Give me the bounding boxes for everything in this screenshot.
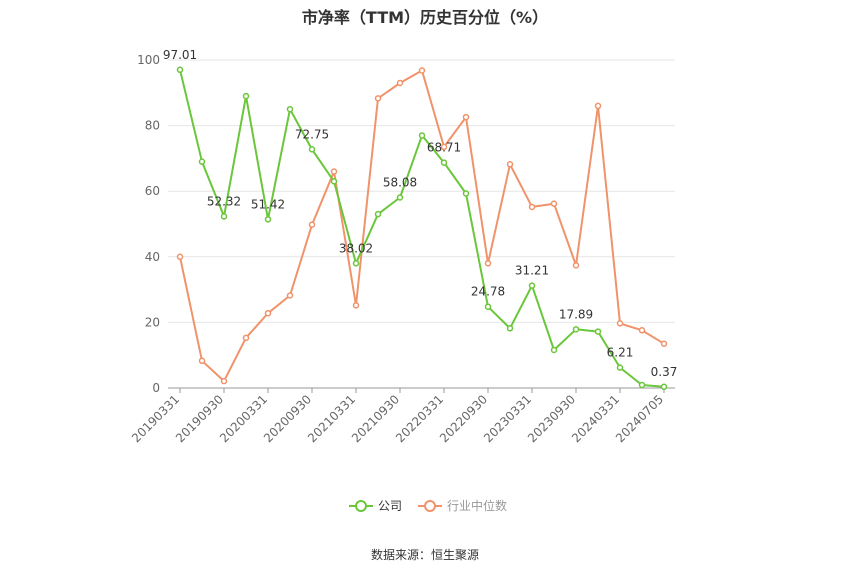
source-note: 数据来源：恒生聚源 [370, 548, 479, 562]
y-tick-label: 0 [152, 381, 160, 395]
series-line-0 [179, 69, 665, 388]
data-point [550, 200, 558, 207]
data-label: 52.32 [207, 194, 241, 208]
data-point [462, 190, 470, 197]
data-point [330, 168, 338, 175]
legend-swatch-marker [355, 500, 367, 512]
data-point [242, 334, 250, 342]
data-point [440, 143, 448, 151]
data-point [176, 253, 184, 261]
y-tick-label: 40 [145, 250, 160, 264]
data-point [374, 210, 382, 218]
data-label: 0.37 [651, 365, 678, 379]
data-point [528, 282, 536, 289]
data-point [572, 262, 580, 269]
data-point [330, 178, 338, 185]
data-point [616, 364, 624, 371]
data-labels: 97.01 52.32 51.42 72.75 38.02 58.08 68.71 24.78… [163, 48, 678, 379]
data-label: 38.02 [339, 241, 373, 255]
data-label: 72.75 [295, 127, 329, 141]
data-point [352, 302, 360, 309]
data-point [176, 66, 184, 74]
data-point [506, 161, 514, 168]
data-point [418, 132, 426, 139]
data-point [660, 383, 668, 391]
data-point [616, 320, 624, 327]
data-label: 58.08 [383, 175, 417, 189]
data-point [484, 260, 492, 267]
series-lines [176, 66, 668, 391]
data-label: 6.21 [607, 346, 634, 360]
data-point [638, 327, 646, 334]
data-label: 51.42 [251, 197, 285, 211]
data-point [396, 194, 404, 201]
y-tick-label: 60 [145, 184, 160, 198]
data-point [594, 328, 602, 335]
data-point [660, 340, 668, 347]
data-point [264, 309, 272, 317]
data-label: 24.78 [471, 285, 505, 299]
data-point [594, 102, 602, 110]
data-point [198, 158, 206, 165]
legend-label: 公司 [378, 499, 402, 513]
y-tick-label: 100 [137, 53, 160, 67]
data-point [462, 113, 470, 121]
y-tick-label: 80 [145, 119, 160, 133]
legend-label: 行业中位数 [447, 498, 507, 513]
data-label: 31.21 [515, 264, 549, 278]
data-point [396, 79, 404, 87]
data-point [374, 95, 382, 102]
series-line-1 [179, 69, 665, 383]
data-point [220, 213, 228, 220]
data-label: 17.89 [559, 307, 593, 321]
legend-swatch-marker [424, 500, 436, 512]
data-point [242, 92, 250, 100]
data-point [286, 292, 294, 299]
axes: 0204060801002019033120190930202003312020… [129, 53, 675, 445]
data-point [506, 325, 514, 332]
data-point [418, 67, 426, 74]
data-point [484, 303, 492, 310]
data-point [440, 159, 448, 166]
data-label: 97.01 [163, 48, 197, 62]
data-point [308, 146, 316, 153]
data-point [528, 203, 536, 211]
chart-title: 市净率（TTM）历史百分位（%） [301, 8, 549, 27]
x-tick-label: 20240705 [613, 392, 666, 445]
data-point [198, 357, 206, 365]
data-point [572, 326, 580, 333]
data-label: 68.71 [427, 141, 461, 155]
data-point [352, 260, 360, 267]
data-point [264, 216, 272, 223]
data-point [286, 105, 294, 113]
y-tick-label: 20 [145, 315, 160, 329]
data-point [308, 221, 316, 228]
grid-lines [168, 59, 675, 323]
data-point [220, 377, 228, 385]
data-point [550, 346, 558, 354]
legend: 公司 行业中位数 [349, 498, 507, 513]
data-point [638, 381, 646, 389]
